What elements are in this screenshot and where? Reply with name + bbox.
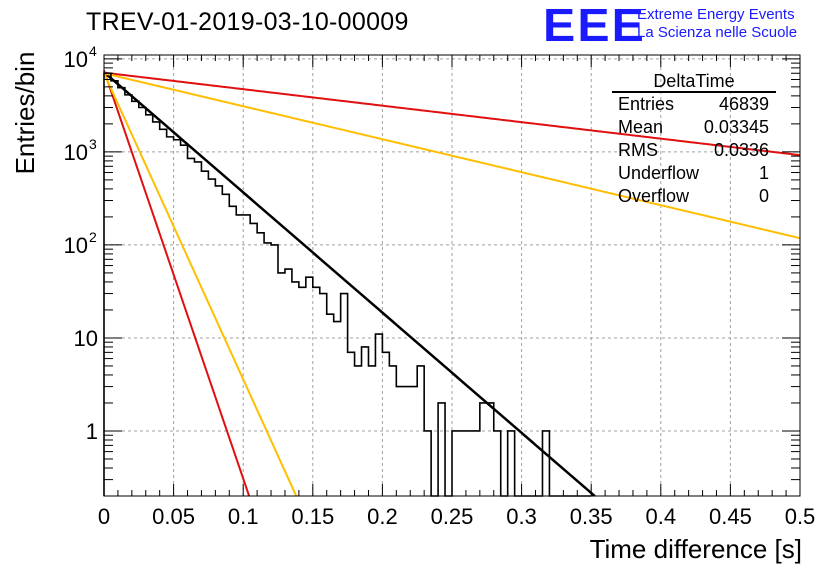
stats-rms-value: 0.0336 <box>714 140 769 160</box>
x-tick-labels: 0 0.05 0.1 0.15 0.2 0.25 0.3 0.35 0.4 0.45 0.5 <box>98 504 815 529</box>
stats-underflow-value: 1 <box>759 163 769 183</box>
fit-curve-3 <box>103 71 801 157</box>
y-tick-label-3: 10 <box>74 326 98 351</box>
stats-overflow-label: Overflow <box>618 186 690 206</box>
fit-curves <box>103 70 801 497</box>
y-axis-label: Entries/bin <box>10 52 40 175</box>
stats-mean-label: Mean <box>618 117 663 137</box>
x-tick-label-7: 0.35 <box>570 504 613 529</box>
histogram-steps <box>103 72 592 497</box>
eee-logo: EEE <box>543 0 646 51</box>
fit-curve-2 <box>103 72 298 497</box>
stats-rms-label: RMS <box>618 140 658 160</box>
y-tick-label-2: 10 <box>64 233 88 258</box>
y-tick-label-exp-0: 4 <box>89 43 97 59</box>
axis-ticks <box>103 55 801 497</box>
stats-entries-label: Entries <box>618 94 674 114</box>
logo-line-2: La Scienza nelle Scuole <box>637 24 798 41</box>
stats-entries-value: 46839 <box>719 94 769 114</box>
x-tick-label-8: 0.4 <box>646 504 677 529</box>
x-tick-label-2: 0.1 <box>228 504 259 529</box>
x-tick-label-5: 0.25 <box>431 504 474 529</box>
x-tick-label-1: 0.05 <box>152 504 195 529</box>
y-tick-label-4: 1 <box>86 419 98 444</box>
grid <box>104 55 800 496</box>
chart-title: TREV-01-2019-03-10-00009 <box>86 8 409 36</box>
fit-curve-0 <box>103 71 596 497</box>
x-axis-label: Time difference [s] <box>590 534 802 564</box>
stats-box: DeltaTime Entries 46839 Mean 0.03345 RMS… <box>612 71 776 206</box>
x-tick-label-9: 0.45 <box>709 504 752 529</box>
x-tick-label-4: 0.2 <box>367 504 398 529</box>
stats-mean-value: 0.03345 <box>704 117 769 137</box>
fit-curve-1 <box>103 70 251 497</box>
x-tick-label-6: 0.3 <box>506 504 537 529</box>
y-tick-label-0: 10 <box>64 47 88 72</box>
fit-curve-4 <box>103 72 801 240</box>
y-tick-label-exp-2: 2 <box>89 229 97 245</box>
stats-title: DeltaTime <box>653 71 734 91</box>
y-tick-label-exp-1: 3 <box>89 136 97 152</box>
stats-underflow-label: Underflow <box>618 163 700 183</box>
logo-line-1: Extreme Energy Events <box>637 6 795 23</box>
y-tick-label-1: 10 <box>64 140 88 165</box>
histogram <box>103 72 592 497</box>
stats-overflow-value: 0 <box>759 186 769 206</box>
x-tick-label-3: 0.15 <box>291 504 334 529</box>
x-tick-label-0: 0 <box>98 504 110 529</box>
x-tick-label-10: 0.5 <box>785 504 816 529</box>
